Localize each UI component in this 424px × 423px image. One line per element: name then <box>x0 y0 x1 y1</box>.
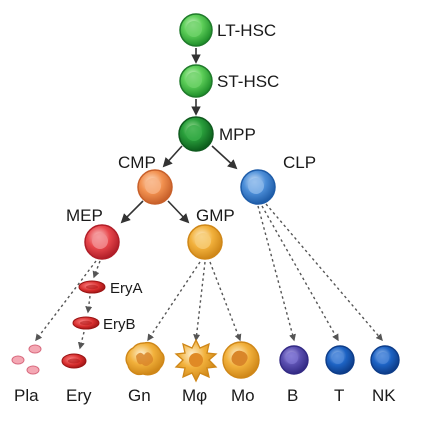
arrow-cmp-mep <box>120 200 144 224</box>
t-label: T <box>334 386 344 405</box>
mpp-label: MPP <box>219 125 256 144</box>
cmp-label: CMP <box>118 153 156 172</box>
monocyte-cell <box>222 341 260 379</box>
gn-label: Gn <box>128 386 151 405</box>
granulocyte-cell <box>125 341 165 376</box>
lt-hsc-cell <box>179 13 213 47</box>
t-cell <box>325 345 355 375</box>
ery-label: Ery <box>66 386 92 405</box>
mphi-label: Mφ <box>182 386 207 405</box>
gmp-label: GMP <box>196 206 235 225</box>
lt-hsc-label: LT-HSC <box>217 21 276 40</box>
arrow-cmp-gmp <box>167 200 190 224</box>
arrow-mpp-clp <box>211 145 238 170</box>
eryb-cell <box>72 316 100 330</box>
st-hsc-cell <box>179 64 213 98</box>
dash-clp-t <box>261 205 339 342</box>
nk-cell <box>370 345 400 375</box>
clp-cell <box>240 169 276 205</box>
dash-gmp-mphi <box>193 261 206 342</box>
arrow-mpp-cmp <box>162 145 183 168</box>
mo-label: Mo <box>231 386 255 405</box>
dash-mep-erya <box>92 260 101 279</box>
dash-erya-eryb <box>85 295 93 314</box>
erya-label: EryA <box>110 280 143 297</box>
dash-gmp-mo <box>209 261 242 342</box>
b-label: B <box>287 386 298 405</box>
cmp-cell <box>137 169 173 205</box>
dash-clp-nk <box>265 203 383 342</box>
macrophage-cell <box>174 338 218 383</box>
dash-clp-b <box>257 205 296 342</box>
mep-cell <box>84 224 120 260</box>
nk-label: NK <box>372 386 396 405</box>
b-cell <box>279 345 309 375</box>
mpp-cell <box>178 116 214 152</box>
clp-label: CLP <box>283 153 316 172</box>
erya-cell <box>78 280 106 294</box>
pla-label: Pla <box>14 386 39 405</box>
gmp-cell <box>187 224 223 260</box>
dash-eryb-ery <box>77 331 85 350</box>
platelet-cells <box>11 344 42 375</box>
dash-gmp-gn <box>147 261 201 342</box>
eryb-label: EryB <box>103 316 136 333</box>
mep-label: MEP <box>66 206 103 225</box>
erythrocyte-cell <box>61 353 87 369</box>
st-hsc-label: ST-HSC <box>217 72 279 91</box>
dash-mep-pla <box>35 260 97 342</box>
